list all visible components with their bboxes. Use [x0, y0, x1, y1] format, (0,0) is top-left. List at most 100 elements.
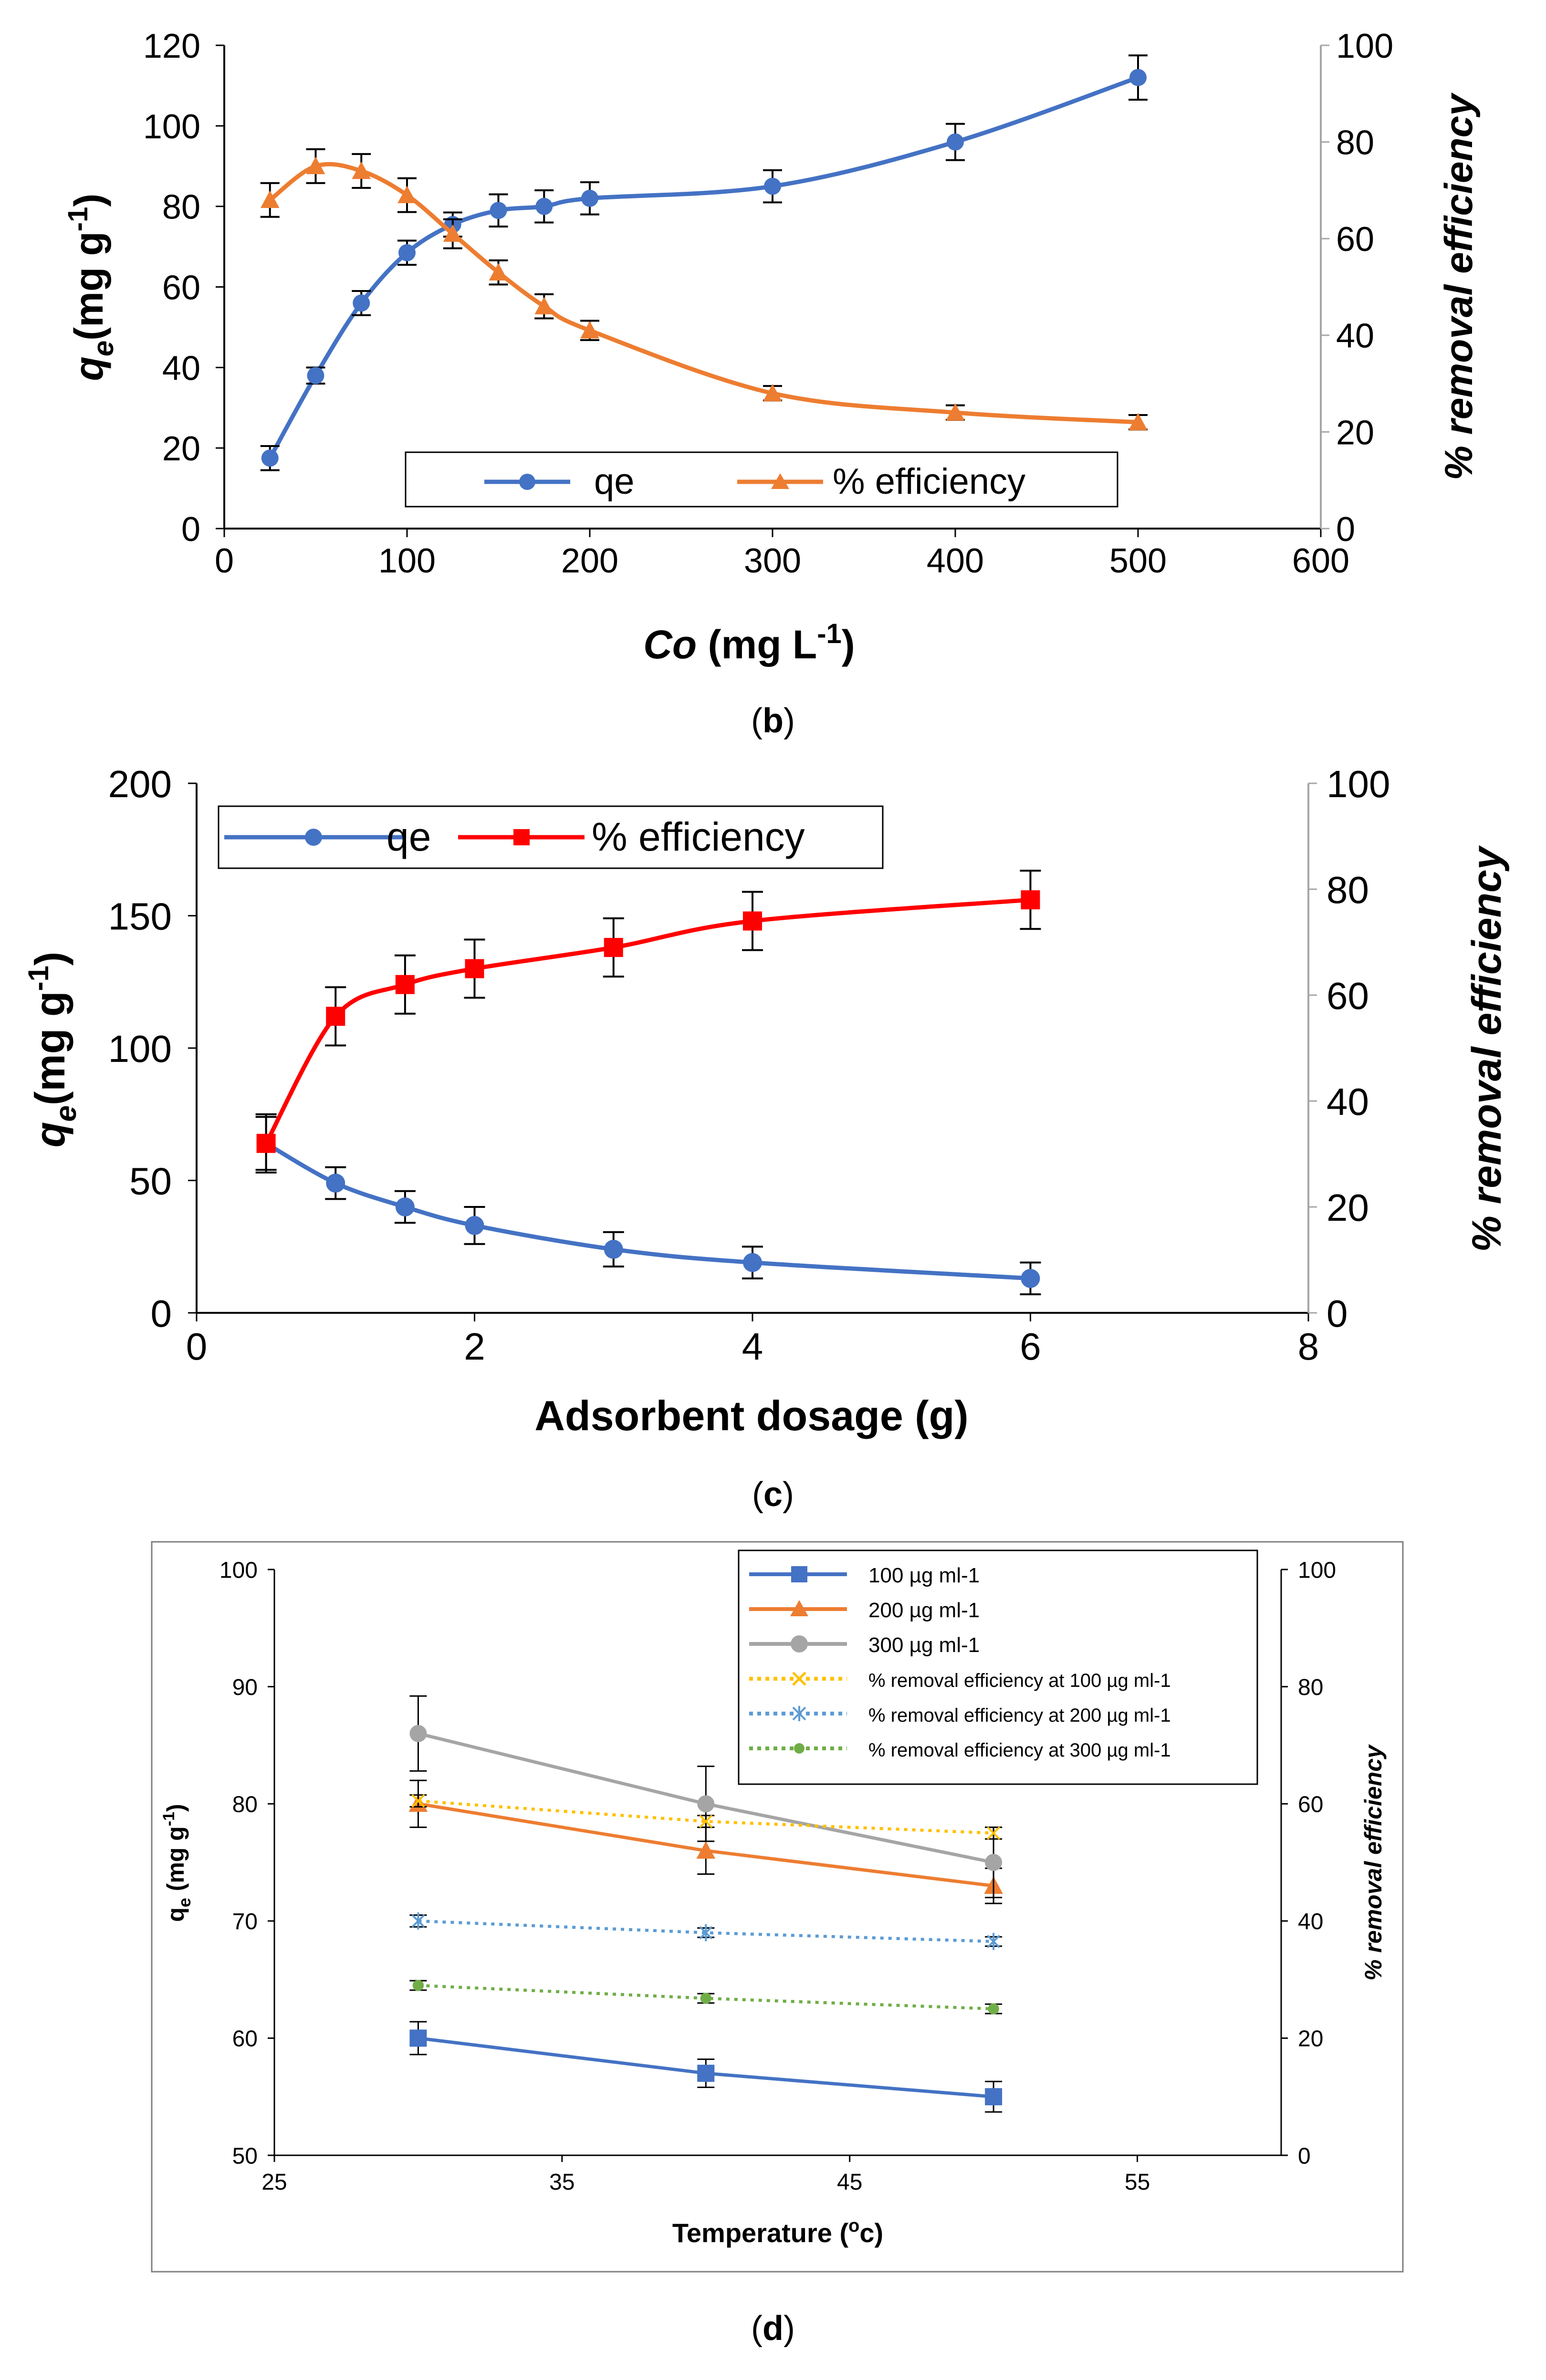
chart-b-series — [260, 54, 1148, 471]
chart-b: 0 100 200 300 400 500 600020406080100120020406… — [63, 27, 1481, 740]
series-line — [418, 1919, 994, 1943]
x-tick-label: 55 — [1125, 2170, 1150, 2195]
data-point — [1021, 890, 1040, 910]
chart-d-ylabel-right: % removal efficiency — [1360, 1744, 1387, 1981]
chart-b-xlabel: Co (mg L-1) — [643, 618, 855, 667]
y-right-tick-label: 0 — [1298, 2143, 1311, 2169]
data-point — [988, 2003, 999, 2015]
y-left-tick-label: 100 — [219, 1558, 258, 1583]
y-right-tick-label: 40 — [1327, 1081, 1369, 1123]
legend-eff-200-label: % removal efficiency at 200 µg ml-1 — [868, 1705, 1171, 1726]
chart-c-series — [255, 870, 1041, 1296]
legend-eff-300: % removal efficiency at 300 µg ml-1 — [749, 1740, 1171, 1761]
data-point — [260, 190, 280, 208]
x-tick-label: 25 — [261, 2170, 287, 2195]
legend-300-label: 300 µg ml-1 — [868, 1633, 980, 1657]
data-point — [947, 133, 964, 151]
y-right-tick-label: 20 — [1298, 2027, 1323, 2052]
legend-efficiency-label: % efficiency — [592, 814, 805, 859]
data-point — [700, 1993, 711, 2004]
y-left-tick-label: 70 — [232, 1909, 258, 1934]
series-line — [268, 75, 1140, 460]
data-point — [581, 189, 598, 207]
data-point — [398, 244, 416, 261]
legend-100-label: 100 µg ml-1 — [868, 1564, 980, 1587]
data-point — [1129, 69, 1147, 86]
data-point — [764, 177, 781, 195]
y-left-tick-label: 120 — [143, 27, 200, 65]
series-line — [418, 1799, 994, 1835]
y-left-tick-label: 60 — [162, 269, 200, 307]
data-point — [985, 1854, 1003, 1871]
data-point — [987, 1826, 1001, 1840]
data-point — [326, 1007, 345, 1026]
y-right-tick-label: 20 — [1336, 414, 1374, 452]
data-point — [946, 403, 965, 421]
chart-c-ylabel-left: qe(mg g-1) — [22, 952, 83, 1147]
legend-200: 200 µg ml-1 — [749, 1599, 980, 1622]
chart-b-ylabel-left: qe(mg g-1) — [63, 194, 119, 381]
y-right-tick-label: 80 — [1327, 869, 1369, 911]
chart-c-xlabel: Adsorbent dosage (g) — [534, 1392, 968, 1439]
y-right-tick-label: 20 — [1327, 1186, 1369, 1229]
chart-d-caption: (d) — [751, 2309, 795, 2348]
y-right-tick-label: 40 — [1336, 317, 1374, 355]
legend-efficiency: % efficiency — [737, 461, 1025, 502]
y-right-tick-label: 80 — [1336, 124, 1374, 162]
x-tick-label: 4 — [742, 1325, 763, 1368]
data-point — [395, 975, 415, 994]
y-right-tick-label: 100 — [1327, 763, 1390, 805]
x-tick-label: 0 — [215, 542, 234, 580]
data-point — [604, 938, 623, 957]
data-point — [580, 321, 599, 339]
chart-d-axes — [273, 1569, 1282, 2156]
chart-c-ylabel-right: % removal efficiency — [1464, 845, 1510, 1252]
data-point — [763, 384, 782, 402]
data-point — [412, 1980, 424, 1991]
chart-b-legend: qe % efficiency — [405, 451, 1118, 508]
legend-eff-200: % removal efficiency at 200 µg ml-1 — [749, 1705, 1171, 1726]
series-line — [264, 897, 1033, 1146]
y-left-tick-label: 0 — [151, 1292, 172, 1335]
y-right-tick-label: 60 — [1298, 1792, 1323, 1817]
y-left-tick-label: 0 — [181, 510, 200, 549]
chart-b-caption: (b) — [751, 702, 795, 740]
chart-d-xlabel: Temperature (oc) — [672, 2216, 883, 2248]
y-left-tick-label: 80 — [232, 1792, 258, 1817]
x-tick-label: 600 — [1292, 542, 1349, 580]
y-left-tick-label: 100 — [108, 1028, 172, 1070]
y-left-tick-label: 90 — [232, 1675, 258, 1700]
chart-b-ticks: 0 100 200 300 400 500 600020406080100120020406… — [143, 27, 1393, 580]
x-tick-label: 6 — [1020, 1325, 1041, 1368]
data-point — [409, 2029, 427, 2047]
data-point — [306, 156, 325, 175]
data-point — [987, 1933, 1001, 1950]
series-% removal efficiency at 300 µg ml-1 — [409, 1980, 1003, 2015]
chart-c-legend: qe % efficiency — [218, 805, 884, 869]
data-point — [352, 161, 371, 179]
data-point — [261, 449, 279, 467]
y-left-tick-label: 100 — [143, 108, 200, 146]
series-100 µg ml-1 — [409, 2021, 1003, 2113]
legend-qe-label: qe — [594, 461, 635, 502]
series-line — [418, 1984, 994, 2011]
y-left-tick-label: 40 — [162, 349, 200, 387]
data-point — [443, 224, 462, 242]
series-% removal efficiency at 200 µg ml-1 — [409, 1912, 1003, 1950]
chart-d-legend: 100 µg ml-1 200 µg ml-1 300 µg ml-1 % re… — [738, 1549, 1258, 1785]
y-left-tick-label: 150 — [108, 895, 172, 937]
data-point — [256, 1133, 276, 1153]
data-point — [326, 1174, 345, 1193]
x-tick-label: 35 — [549, 2170, 575, 2195]
data-point — [699, 1815, 713, 1829]
x-tick-label: 8 — [1298, 1325, 1319, 1368]
legend-qe: qe — [484, 461, 635, 502]
legend-100: 100 µg ml-1 — [749, 1564, 980, 1587]
y-right-tick-label: 60 — [1336, 220, 1374, 259]
legend-efficiency: % efficiency — [458, 814, 805, 859]
y-right-tick-label: 100 — [1336, 27, 1393, 65]
data-point — [397, 186, 417, 203]
data-point — [743, 1253, 762, 1272]
